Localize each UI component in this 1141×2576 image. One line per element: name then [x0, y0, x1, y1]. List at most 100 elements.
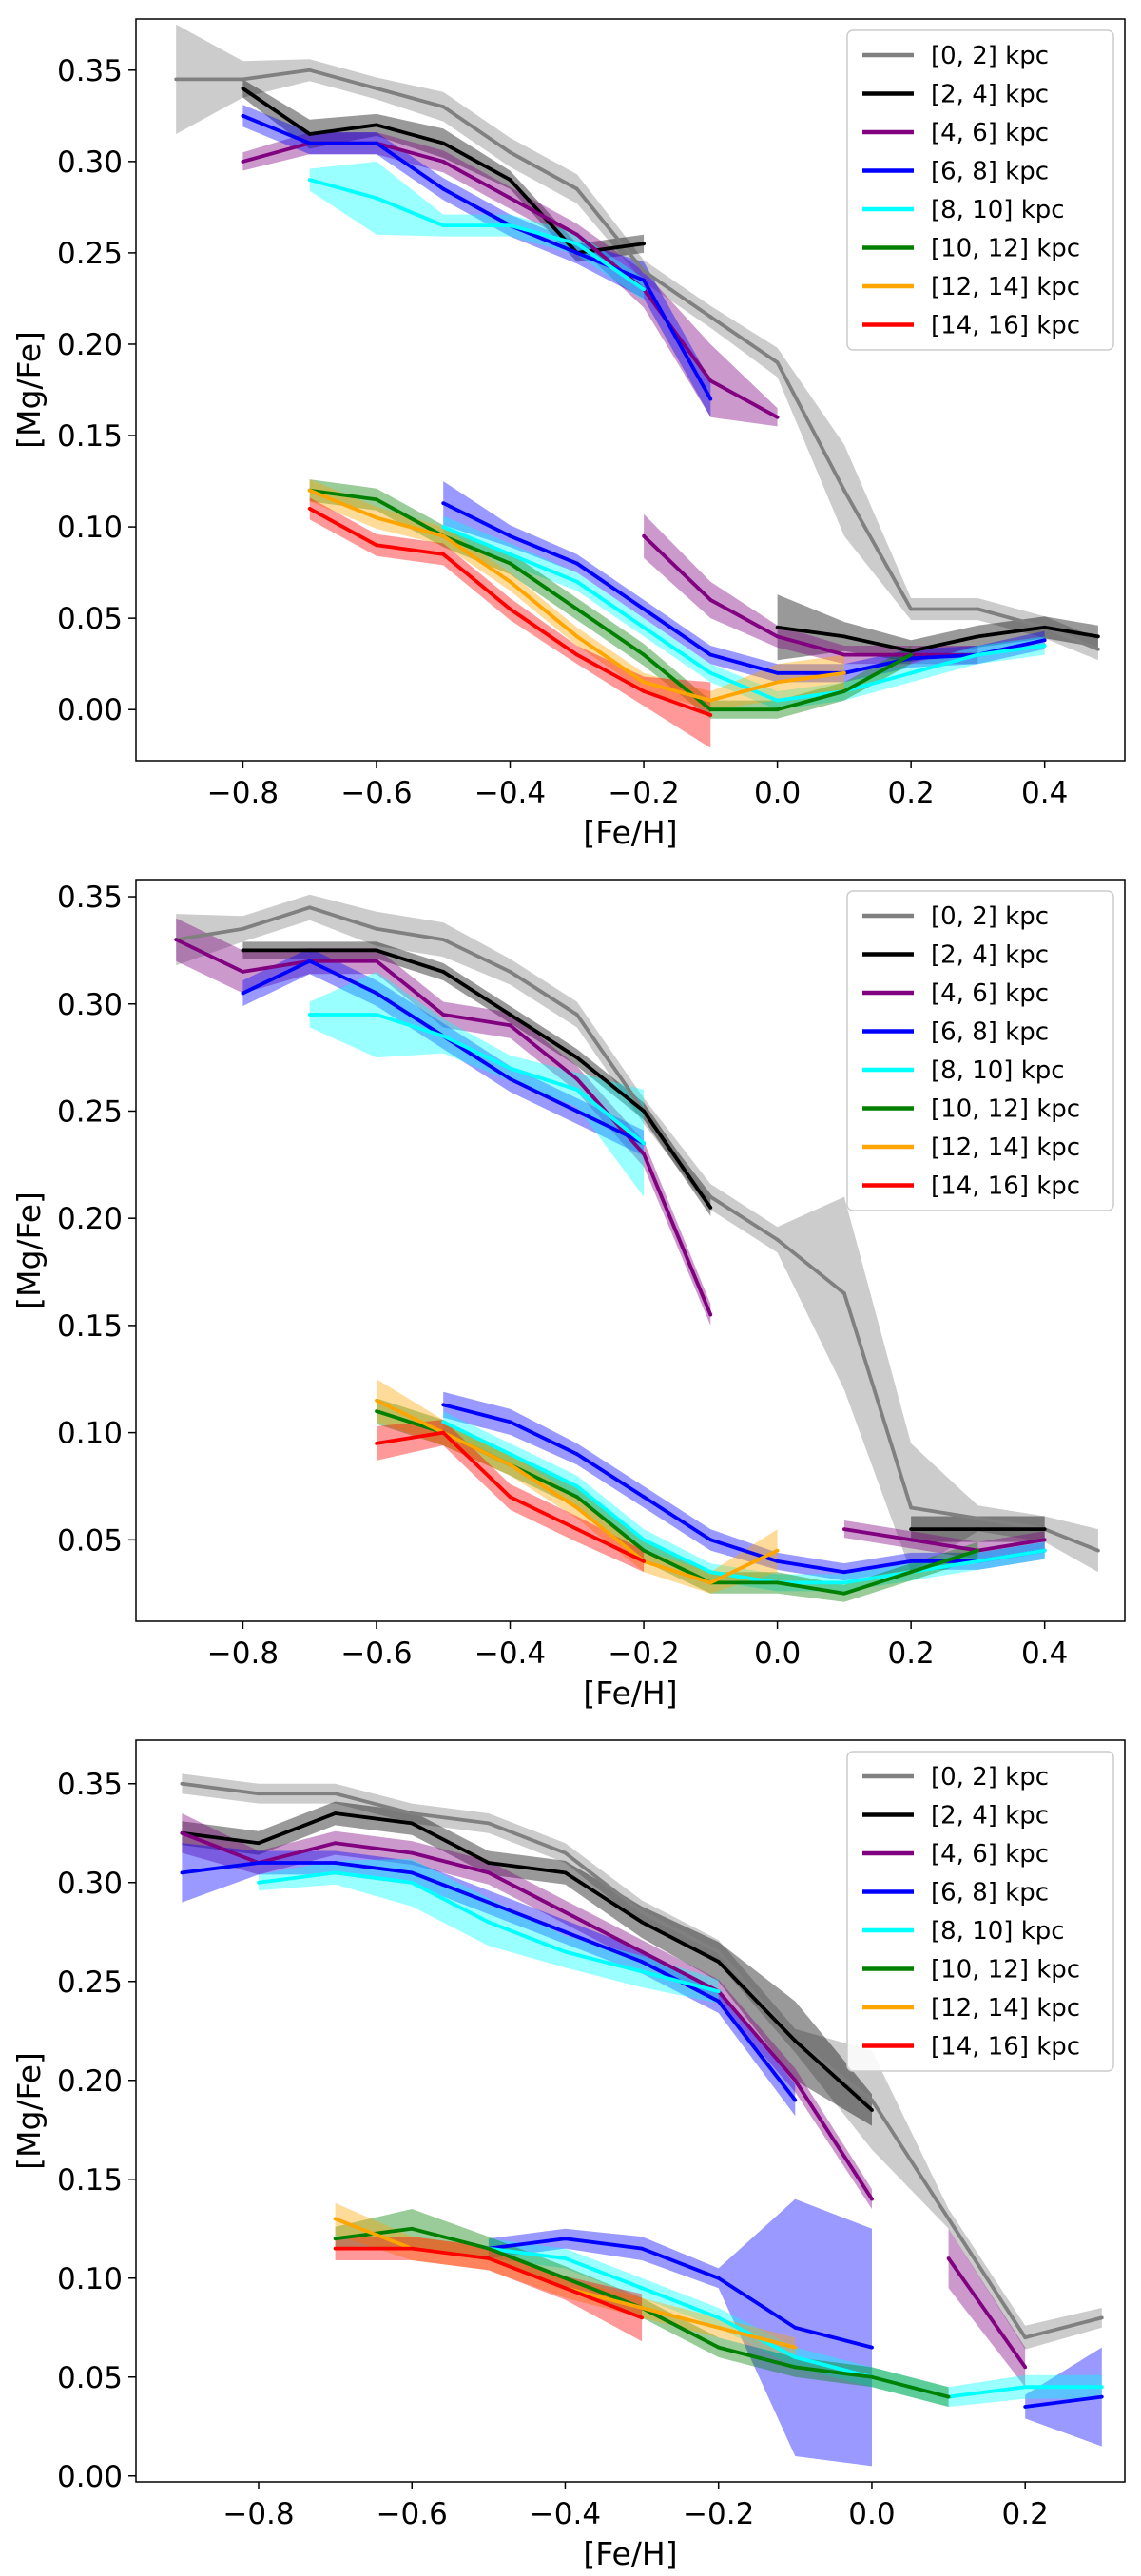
series-2-point — [976, 1527, 980, 1531]
series-5-band-1 — [309, 971, 645, 1197]
series-5-point — [842, 1580, 846, 1585]
series-5-point — [257, 1880, 261, 1885]
series-4-point — [574, 1109, 579, 1114]
series-4-line-2 — [442, 501, 1046, 675]
legend-label-2: [2, 4] kpc — [931, 1802, 1049, 1830]
series-1-band-1 — [176, 894, 1098, 1573]
series-3-point — [1023, 2365, 1028, 2370]
series-3-point — [1042, 1538, 1047, 1542]
series-7-point — [307, 488, 312, 493]
legend-label-4: [6, 8] kpc — [931, 1879, 1049, 1908]
series-1-point — [640, 1910, 644, 1914]
series-5-point — [410, 1880, 415, 1885]
series-5-point — [642, 1141, 646, 1146]
series-4-point — [793, 2325, 798, 2330]
y-tick-label: 0.05 — [57, 602, 123, 636]
series-5-point — [574, 242, 579, 246]
series-7-point — [642, 680, 646, 685]
series-3-point — [563, 1910, 568, 1914]
series-3-band-1 — [242, 132, 778, 427]
series-4-point — [775, 1559, 780, 1563]
panels: −0.8 −0.6 −0.4 −0.2 0.0 0.2 0.4 0.00 0.05 0.10 0.1… — [10, 18, 1126, 2572]
series-6-point — [716, 2345, 721, 2350]
series-4-point — [716, 1999, 721, 2004]
series-5-line-1 — [309, 1013, 646, 1145]
series-1-point — [410, 1811, 415, 1815]
series-3-point — [708, 598, 713, 602]
series-1-point — [375, 926, 378, 931]
series-2-point — [909, 1527, 913, 1531]
series-6-point — [375, 497, 378, 502]
series-1-point — [909, 607, 913, 611]
legend-label-2: [2, 4] kpc — [931, 941, 1049, 970]
y-tick-label: 0.35 — [57, 54, 123, 88]
series-1-point — [180, 1781, 184, 1786]
series-2-point — [410, 1821, 415, 1826]
series-3-point — [174, 938, 179, 941]
series-2-point — [333, 1811, 338, 1815]
y-axis-label: [Mg/Fe] — [10, 331, 48, 449]
series-3-point — [708, 1312, 713, 1317]
series-2-point — [1042, 1527, 1047, 1531]
series-6-point — [909, 1570, 913, 1575]
series-4-point — [241, 113, 245, 118]
series-8-point — [642, 689, 646, 693]
series-4-band-2 — [488, 2198, 872, 2467]
series-4-point — [410, 1870, 415, 1875]
series-4-point — [508, 533, 512, 538]
y-tick-label: 0.00 — [57, 693, 123, 727]
series-4-line-1 — [242, 114, 712, 400]
series-1-point — [257, 1792, 261, 1796]
series-5-point — [307, 178, 312, 183]
legend-label-6: [10, 12] kpc — [931, 1956, 1080, 1985]
series-4-point — [257, 1861, 261, 1865]
legend-label-1: [0, 2] kpc — [931, 1763, 1049, 1792]
y-tick-label: 0.25 — [57, 1966, 123, 2000]
legend-label-3: [4, 6] kpc — [931, 1840, 1049, 1869]
series-3-line-2 — [947, 2256, 1027, 2369]
series-5-point — [441, 223, 446, 228]
series-4-point — [640, 1960, 644, 1964]
series-4-point — [708, 1538, 713, 1542]
series-7-point — [708, 1580, 713, 1585]
series-5-point — [375, 196, 378, 201]
series-8-point — [508, 607, 512, 611]
series-5-point — [1042, 644, 1047, 648]
series-5-line-1 — [309, 178, 646, 291]
y-tick-label: 0.35 — [57, 881, 123, 915]
series-7-point — [574, 1505, 579, 1510]
series-4-point — [180, 1870, 184, 1875]
series-6-point — [410, 2226, 415, 2231]
series-7-point — [375, 515, 378, 520]
series-5-point — [716, 1989, 721, 1994]
series-2-point — [716, 1960, 721, 1964]
series-1-point — [909, 1505, 913, 1510]
series-4-point — [441, 501, 446, 505]
series-7-point — [441, 533, 446, 538]
series-8-band-1 — [309, 497, 711, 748]
series-7-point — [793, 2345, 798, 2350]
series-5-point — [441, 525, 446, 529]
x-axis-label: [Fe/H] — [583, 1675, 677, 1712]
series-6-point — [842, 689, 846, 693]
series-3-point — [842, 652, 846, 657]
x-tick-label: −0.4 — [474, 776, 546, 810]
series-3-point — [375, 959, 378, 963]
legend-label-8: [14, 16] kpc — [931, 2033, 1080, 2062]
series-3-point — [793, 2078, 798, 2082]
series-8-point — [333, 2246, 338, 2251]
series-3-line-1 — [181, 1831, 874, 2200]
series-4-point — [563, 2237, 568, 2241]
series-4-point — [793, 2098, 798, 2102]
series-1-point — [1096, 647, 1100, 651]
y-tick-label: 0.20 — [57, 2064, 123, 2099]
series-5-point — [1042, 1548, 1047, 1553]
series-3-band-1 — [176, 918, 711, 1326]
series-7-point — [333, 2217, 338, 2221]
legend-label-5: [8, 10] kpc — [931, 1917, 1065, 1946]
panel-3: −0.8 −0.6 −0.4 −0.2 0.0 0.2 0.00 0.05 0.10 0.15 0.… — [10, 1739, 1126, 2572]
x-tick-label: 0.2 — [887, 1637, 934, 1671]
series-4-point — [775, 670, 780, 675]
series-6-point — [793, 2365, 798, 2370]
series-3-point — [180, 1830, 184, 1835]
